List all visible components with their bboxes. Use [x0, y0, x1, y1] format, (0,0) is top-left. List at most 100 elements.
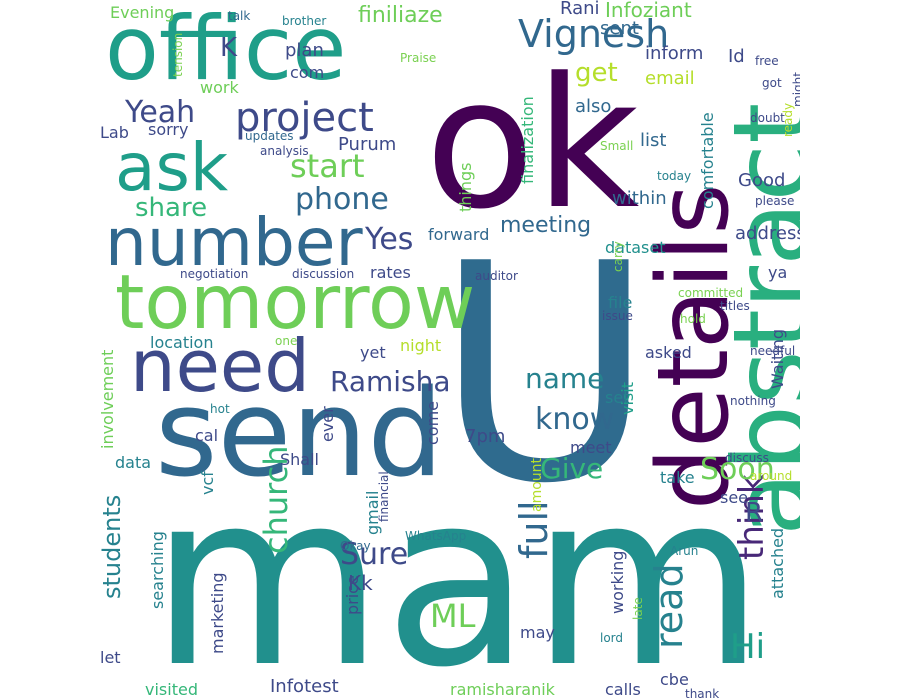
word-got: got	[762, 76, 782, 90]
word-yeah: Yeah	[125, 95, 196, 130]
word-hold: hold	[680, 312, 706, 326]
word-plan: plan	[285, 40, 324, 61]
word-okay: Okay	[340, 539, 371, 553]
word-free: free	[755, 54, 779, 68]
word-visited: visited	[145, 680, 198, 699]
word-evening: Evening	[110, 3, 175, 22]
word-meeting: meeting	[500, 213, 592, 238]
word-hi: Hi	[730, 627, 766, 667]
word-lord: lord	[600, 631, 624, 645]
word-forward: forward	[428, 225, 490, 244]
word-work: work	[200, 78, 239, 97]
word-late: late	[631, 596, 645, 620]
word-finalization: finalization	[518, 96, 537, 185]
word-mam: mam	[150, 440, 765, 700]
word-cbe: cbe	[660, 670, 689, 689]
word-involvement: involvement	[100, 349, 117, 450]
word-students: students	[100, 494, 126, 600]
word-carry: carry	[611, 241, 625, 273]
word-dataset: dataset	[605, 238, 666, 257]
word-send: send	[155, 365, 444, 504]
word-night: night	[400, 336, 442, 355]
word-asked: asked	[645, 343, 692, 362]
word-inform: inform	[645, 43, 704, 64]
word-take: take	[660, 468, 695, 487]
word-let: let	[100, 648, 121, 667]
word-good: Good	[738, 170, 786, 191]
word-7pm: 7pm	[465, 426, 506, 447]
word-ml: ML	[430, 597, 476, 635]
word-read: read	[647, 563, 691, 650]
word-phone: phone	[295, 182, 389, 217]
word-sure: Sure	[340, 537, 409, 572]
word-please: please	[755, 194, 795, 208]
word-share: share	[135, 193, 208, 223]
word-ask: ask	[115, 129, 229, 206]
word-also: also	[575, 96, 612, 117]
word-negotiation: negotiation	[180, 267, 249, 281]
word-committed: committed	[678, 286, 744, 300]
word-needful: needful	[750, 344, 796, 358]
word-yes: Yes	[365, 222, 414, 257]
word-set: set	[605, 388, 630, 407]
word-amount: amount	[529, 458, 545, 513]
word-k: K	[220, 33, 238, 63]
word-get: get	[575, 58, 618, 88]
word-address: address	[735, 223, 800, 244]
word-office: office	[105, 0, 347, 100]
word-sorry: sorry	[148, 120, 189, 139]
word-location: location	[150, 333, 214, 352]
word-nothing: nothing	[730, 394, 776, 408]
word-praise: Praise	[400, 51, 437, 65]
word-tension: tension	[171, 32, 185, 78]
word-com: com	[290, 63, 325, 82]
word-updates: updates	[245, 129, 294, 143]
word-ever: ever	[318, 405, 337, 442]
word-see: see	[720, 488, 749, 507]
word-rani: Rani	[560, 0, 600, 19]
word-today: today	[657, 169, 692, 183]
word-talk: talk	[228, 9, 251, 23]
word-start: start	[290, 147, 365, 185]
word-project: project	[235, 95, 374, 141]
word-email: email	[645, 68, 695, 89]
word-calls: calls	[605, 680, 641, 699]
word-marketing: marketing	[208, 572, 227, 655]
word-within: within	[612, 188, 667, 209]
word-discussion: discussion	[292, 267, 355, 281]
word-issue: issue	[602, 309, 633, 323]
word-kk: Kk	[348, 571, 373, 595]
word-ok: ok	[425, 40, 640, 249]
word-r: R	[745, 498, 764, 528]
word-purum: Purum	[338, 134, 397, 155]
word-meet: meet	[570, 438, 612, 457]
word-name: name	[525, 362, 605, 395]
word-yet: yet	[360, 343, 386, 362]
word-shall: Shall	[280, 450, 319, 469]
word-give: Give	[540, 452, 604, 485]
word-ramisha: Ramisha	[330, 365, 451, 398]
word-around: around	[750, 469, 793, 483]
word-lab: Lab	[100, 123, 129, 142]
word-price: price	[343, 574, 362, 615]
word-searching: searching	[148, 531, 167, 610]
word-one: one	[275, 334, 298, 348]
word-cal: cal	[195, 426, 219, 445]
word-finiliaze: finiliaze	[358, 3, 443, 28]
word-vignesh: Vignesh	[518, 12, 670, 56]
word-may: may	[520, 623, 555, 642]
word-arun: Arun	[670, 544, 699, 558]
word-data: data	[115, 453, 152, 472]
word-brother: brother	[282, 14, 327, 28]
word-working: working	[608, 550, 627, 615]
word-analysis: analysis	[260, 144, 309, 158]
word-small: Small	[600, 139, 634, 153]
word-titles: titles	[720, 299, 750, 313]
word-number: number	[105, 204, 363, 281]
word-rates: rates	[370, 263, 411, 282]
word-doubt: doubt	[750, 111, 785, 125]
word-file: file	[608, 293, 633, 312]
word-whatsapp: WhatsApp	[405, 529, 467, 543]
word-id: Id	[728, 46, 745, 67]
